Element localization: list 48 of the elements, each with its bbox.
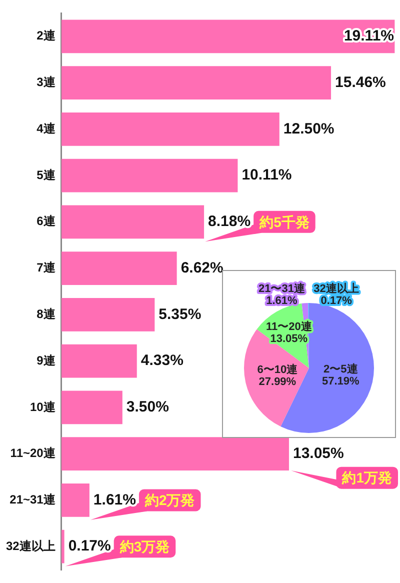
bar: [61, 112, 280, 146]
data-label: 15.46%: [335, 74, 386, 91]
y-tick-label: 21~31連: [10, 492, 56, 507]
data-label: 0.17%: [68, 538, 111, 555]
slice-label: 2〜5連: [324, 362, 359, 376]
data-label: 8.18%: [208, 213, 251, 230]
y-tick-label: 7連: [36, 260, 56, 275]
bar: [61, 344, 137, 378]
y-tick-label: 10連: [30, 400, 56, 414]
data-label: 13.05%: [292, 444, 344, 462]
bar: [61, 66, 332, 100]
slice-label: 21〜31連: [258, 282, 306, 296]
y-tick-label: 5連: [36, 168, 56, 182]
annotation: 約3万発: [118, 538, 170, 554]
data-label: 1.61%: [93, 491, 136, 508]
bar: [61, 390, 122, 424]
y-tick-label: 32連以上: [6, 538, 56, 553]
bar: [61, 158, 238, 192]
y-tick-label: 2連: [36, 28, 56, 43]
data-label: 3.50%: [126, 398, 169, 416]
annotation: 約5千発: [258, 214, 310, 230]
data-label: 19.11%: [344, 28, 394, 45]
data-label: 5.35%: [158, 306, 202, 323]
bar: [61, 252, 177, 286]
y-tick-label: 8連: [36, 307, 56, 322]
data-label: 27.99%: [258, 376, 296, 388]
annotation: 約1万発: [341, 470, 392, 486]
data-label: 12.50%: [283, 120, 334, 138]
y-tick-label: 3連: [36, 75, 56, 90]
bar: [61, 298, 155, 332]
data-label: 6.62%: [180, 259, 224, 276]
data-label: 57.19%: [322, 375, 360, 388]
bar: [61, 530, 64, 564]
annotation: 約2万発: [144, 492, 195, 508]
bar: [61, 484, 90, 517]
data-label: 1.61%: [266, 295, 298, 308]
bar: [61, 437, 289, 471]
y-tick-label: 4連: [36, 121, 56, 136]
data-label: 10.11%: [242, 166, 292, 184]
bar: [61, 20, 395, 54]
bar: [61, 205, 204, 239]
data-label: 0.17%: [320, 295, 352, 308]
slice-label: 6〜10連: [257, 362, 299, 376]
y-tick-label: 11~20連: [10, 446, 56, 460]
y-tick-label: 6連: [36, 214, 56, 228]
data-label: 4.33%: [140, 352, 184, 370]
slice-label: 32連以上: [314, 282, 359, 296]
y-tick-label: 9連: [36, 353, 56, 368]
